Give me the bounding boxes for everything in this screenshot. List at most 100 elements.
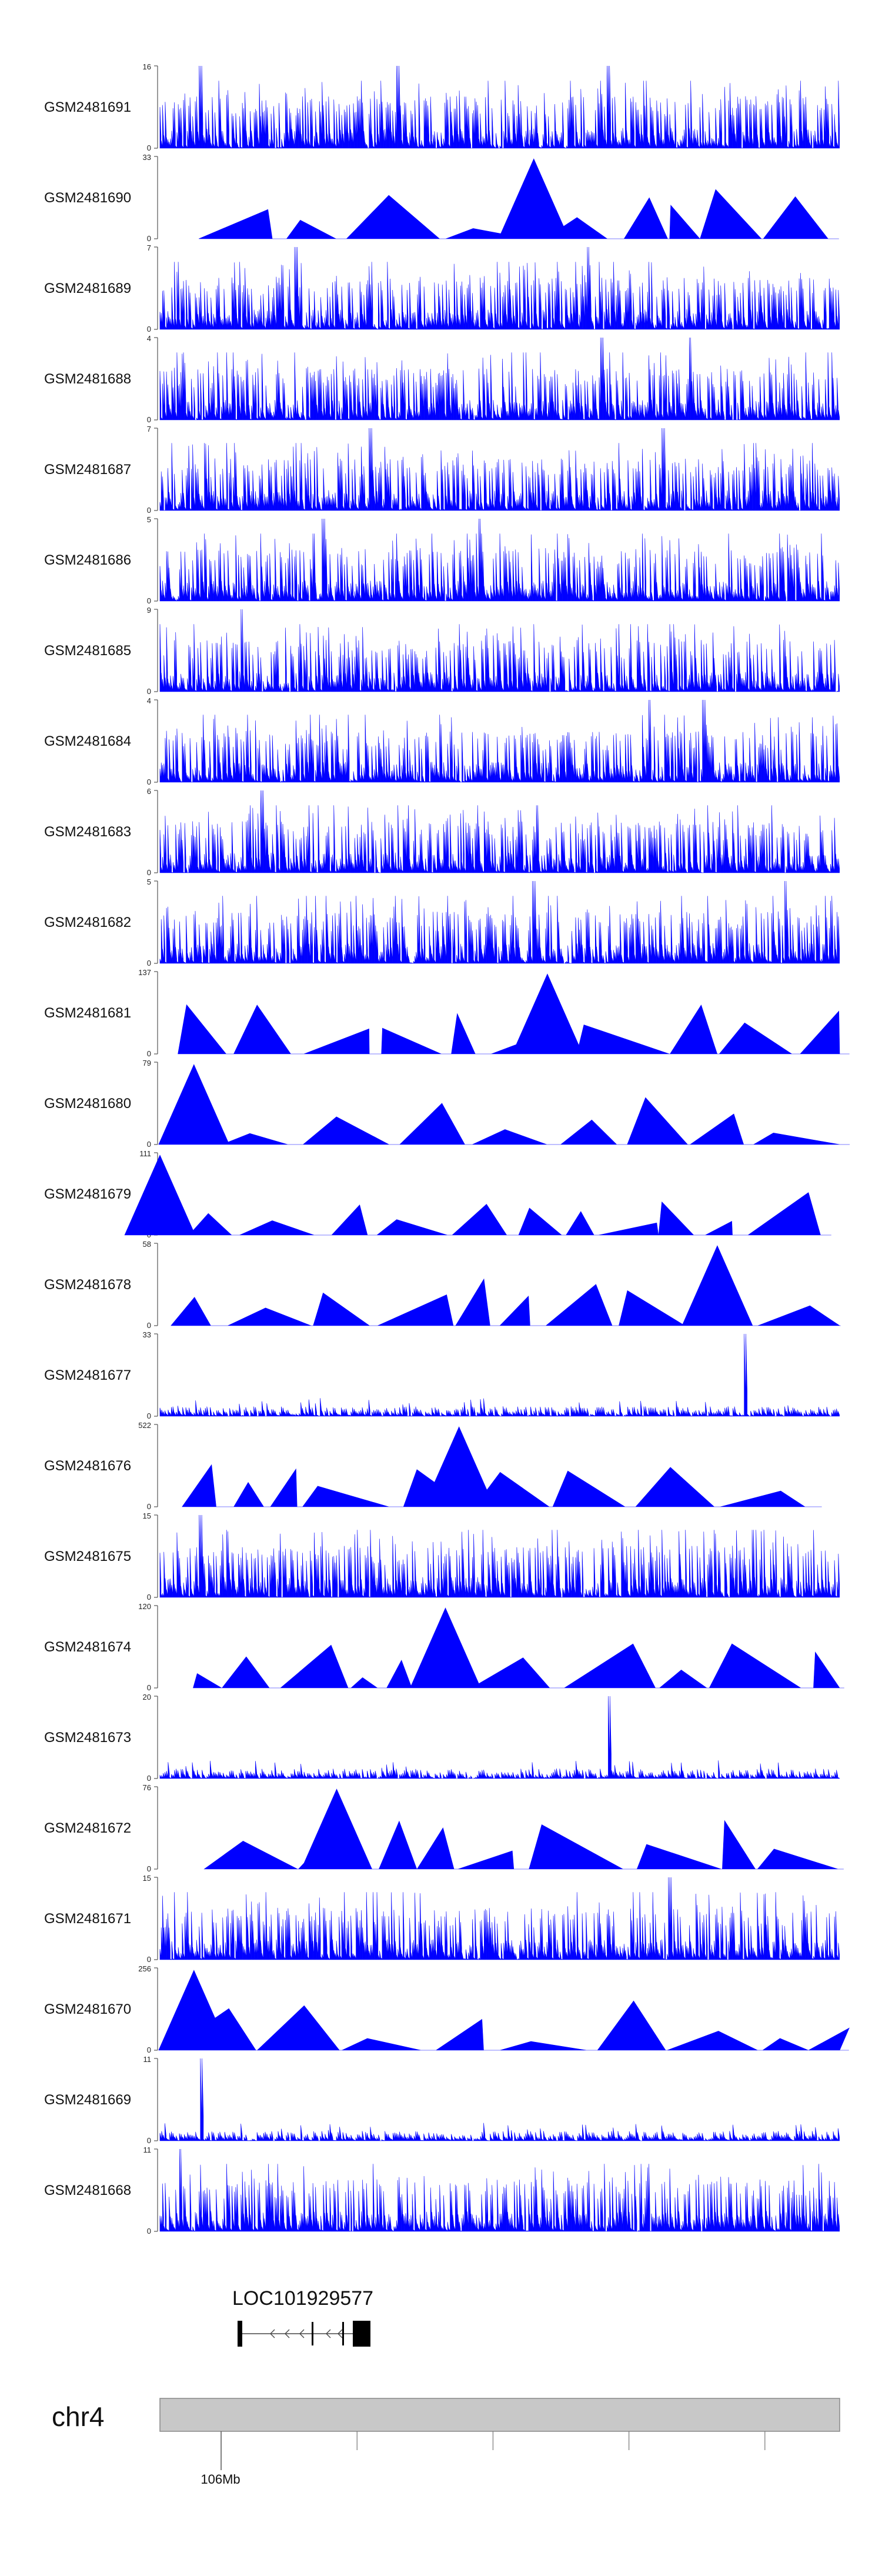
track-ymin-label: 0 (147, 506, 151, 515)
track-ymin-label: 0 (147, 1774, 151, 1783)
track-ymax-label: 4 (147, 696, 151, 705)
track-coverage (159, 1333, 840, 1417)
track-coverage (159, 428, 840, 511)
track-coverage (159, 337, 840, 421)
track-label: GSM2481685 (44, 643, 131, 659)
track-label: GSM2481671 (44, 1911, 131, 1927)
track-GSM2481670: GSM2481670 256 0 (44, 1964, 850, 2054)
track-label: GSM2481687 (44, 462, 131, 478)
track-GSM2481677: GSM2481677 33 0 (44, 1330, 840, 1420)
track-label: GSM2481688 (44, 371, 131, 387)
coverage-tracks: GSM2481691160GSM2481690330GSM248168970GS… (44, 62, 850, 2235)
track-coverage (159, 518, 840, 602)
track-coverage (159, 1696, 840, 1779)
track-ymax-label: 111 (139, 1149, 151, 1158)
track-ymax-label: 522 (138, 1421, 151, 1430)
track-ymax-label: 6 (147, 787, 151, 796)
track-ymax-label: 15 (143, 1874, 151, 1883)
track-coverage (203, 1788, 844, 1870)
track-ymax-label: 11 (143, 2145, 152, 2154)
track-ymin-label: 0 (147, 596, 151, 605)
gene-model (238, 2321, 370, 2347)
track-label: GSM2481682 (44, 915, 131, 930)
track-coverage (198, 158, 839, 239)
track-coverage (159, 790, 840, 873)
track-GSM2481691: GSM2481691 16 0 (44, 62, 840, 152)
track-coverage (159, 2148, 840, 2232)
track-label: GSM2481675 (44, 1549, 131, 1564)
gene-strand-arrow (299, 2329, 305, 2338)
gene-strand-arrow (326, 2329, 331, 2338)
track-GSM2481679: GSM24816791110 (44, 1149, 831, 1239)
track-coverage (159, 65, 840, 149)
track-ymin-label: 0 (147, 1864, 151, 1873)
track-GSM2481674: GSM2481674 120 0 (44, 1602, 844, 1692)
track-ymax-label: 33 (143, 1330, 151, 1339)
track-GSM2481690: GSM2481690 33 0 (44, 153, 839, 243)
gene-exon (312, 2322, 313, 2345)
track-GSM2481678: GSM2481678 58 0 (44, 1240, 841, 1330)
track-ymax-label: 16 (143, 62, 151, 71)
track-ymin-label: 0 (147, 325, 151, 333)
track-coverage (178, 973, 850, 1055)
track-ymin-label: 0 (147, 415, 151, 424)
track-label: GSM2481679 (44, 1186, 131, 1202)
track-label: GSM2481683 (44, 824, 131, 840)
track-coverage (159, 1877, 840, 1960)
track-ymin-label: 0 (147, 1683, 151, 1692)
track-GSM2481681: GSM2481681 137 0 (44, 968, 850, 1058)
track-coverage (158, 1064, 850, 1145)
track-GSM2481689: GSM2481689 7 0 (44, 243, 840, 333)
track-ymax-label: 7 (147, 243, 151, 252)
track-ymax-label: 9 (147, 606, 151, 615)
track-GSM2481682: GSM2481682 5 0 (44, 877, 840, 967)
track-label: GSM2481668 (44, 2183, 131, 2198)
track-GSM2481688: GSM2481688 4 0 (44, 334, 840, 424)
track-ymax-label: 5 (147, 515, 151, 524)
track-ymax-label: 7 (147, 425, 151, 433)
track-GSM2481686: GSM2481686 5 0 (44, 515, 840, 605)
track-ymax-label: 58 (143, 1240, 151, 1249)
track-GSM2481684: GSM2481684 4 0 (44, 696, 840, 786)
track-ymin-label: 0 (147, 2046, 151, 2054)
track-GSM2481683: GSM2481683 6 0 (44, 787, 840, 877)
gene-strand-arrow (285, 2329, 290, 2338)
gene-name-label: LOC101929577 (232, 2287, 373, 2310)
track-ymin-label: 0 (147, 778, 151, 786)
gene-strand-arrow (270, 2329, 275, 2338)
track-GSM2481668: GSM2481668 11 0 (44, 2145, 840, 2235)
track-ymin-label: 0 (147, 144, 151, 152)
track-ymin-label: 0 (147, 234, 151, 243)
track-ymax-label: 15 (143, 1511, 151, 1520)
gene-exon (238, 2321, 242, 2347)
track-label: GSM2481673 (44, 1730, 131, 1746)
track-label: GSM2481689 (44, 281, 131, 296)
track-label: GSM2481670 (44, 2001, 131, 2017)
track-ymax-label: 4 (147, 334, 151, 343)
chromosome-tick-label: 106Mb (201, 2472, 240, 2487)
track-coverage (159, 2058, 840, 2141)
track-coverage (158, 1970, 850, 2051)
track-coverage (159, 1514, 840, 1598)
track-ymax-label: 137 (138, 968, 151, 977)
track-coverage (193, 1607, 844, 1689)
track-coverage (159, 609, 840, 692)
gene-annotation: LOC101929577 (232, 2287, 373, 2347)
track-GSM2481680: GSM2481680 79 0 (44, 1059, 850, 1149)
track-ymax-label: 256 (138, 1964, 151, 1973)
track-label: GSM2481690 (44, 190, 131, 206)
track-ymin-label: 0 (147, 687, 151, 696)
track-ymin-label: 0 (147, 1321, 151, 1330)
track-GSM2481672: GSM2481672 76 0 (44, 1783, 844, 1873)
track-ymin-label: 0 (147, 1502, 151, 1511)
chromosome-label: chr4 (52, 2401, 104, 2432)
track-label: GSM2481681 (44, 1005, 131, 1021)
track-label: GSM2481680 (44, 1096, 131, 1112)
track-GSM2481685: GSM2481685 9 0 (44, 606, 840, 696)
track-ymax-label: 33 (143, 153, 151, 162)
track-GSM2481671: GSM2481671 15 0 (44, 1874, 840, 1964)
track-label: GSM2481684 (44, 733, 131, 749)
track-GSM2481669: GSM2481669 11 0 (44, 2055, 840, 2145)
track-coverage (159, 880, 840, 964)
